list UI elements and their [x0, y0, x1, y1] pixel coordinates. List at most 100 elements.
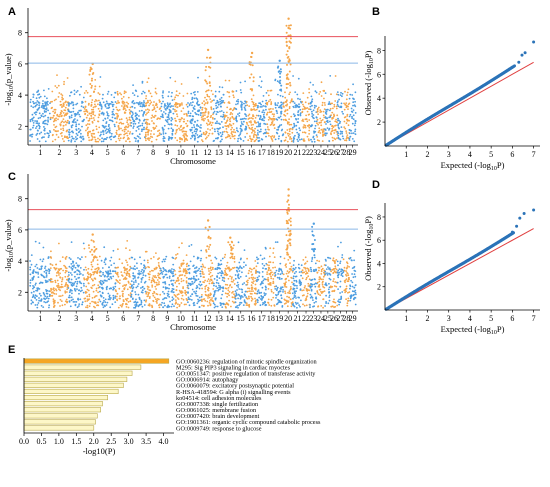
snp-point — [101, 280, 104, 283]
snp-point — [43, 95, 46, 98]
snp-point — [292, 269, 294, 272]
snp-point — [327, 108, 329, 111]
snp-point — [231, 90, 234, 93]
snp-point — [77, 298, 79, 301]
snp-point — [229, 137, 232, 140]
snp-point — [132, 277, 135, 280]
snp-point — [244, 136, 247, 138]
snp-point — [152, 292, 154, 295]
snp-point — [311, 98, 314, 101]
snp-point — [226, 124, 229, 127]
snp-point — [162, 131, 165, 133]
chromosome-label: 14 — [226, 148, 234, 157]
snp-point — [201, 112, 204, 114]
snp-point — [59, 305, 61, 307]
snp-point — [290, 305, 293, 308]
snp-point — [157, 272, 160, 275]
snp-point — [92, 279, 94, 282]
snp-point — [301, 100, 304, 103]
snp-point — [167, 95, 170, 98]
snp-point — [177, 293, 180, 295]
peak-point — [91, 77, 93, 80]
snp-point — [61, 294, 64, 297]
peak-point — [287, 230, 290, 233]
snp-point — [250, 299, 253, 302]
snp-point — [68, 117, 71, 119]
snp-point — [269, 269, 272, 272]
snp-point — [196, 101, 199, 104]
snp-point — [293, 102, 296, 104]
snp-point — [61, 94, 64, 97]
snp-point — [122, 295, 124, 298]
peak-point — [289, 220, 292, 223]
peak-point — [289, 81, 291, 84]
snp-point — [277, 301, 280, 304]
snp-point — [258, 292, 261, 295]
snp-point — [251, 138, 254, 141]
snp-point — [83, 110, 86, 113]
snp-point — [344, 90, 346, 93]
snp-point — [195, 275, 198, 277]
snp-point — [289, 91, 291, 94]
snp-point — [57, 268, 60, 271]
snp-point — [97, 103, 99, 106]
snp-point — [317, 293, 320, 296]
snp-point — [232, 281, 234, 283]
snp-point — [138, 101, 141, 104]
snp-point — [89, 95, 92, 97]
snp-point — [62, 118, 65, 120]
snp-point — [204, 299, 207, 302]
snp-point — [211, 132, 214, 135]
snp-point — [229, 120, 232, 123]
snp-point — [139, 137, 142, 140]
snp-point — [118, 118, 121, 121]
snp-point — [130, 122, 133, 124]
snp-point — [332, 272, 335, 274]
snp-point — [230, 305, 232, 308]
snp-point — [87, 299, 90, 301]
snp-point — [311, 115, 314, 118]
snp-point — [180, 263, 183, 265]
snp-point — [57, 96, 60, 98]
peak-point — [287, 199, 290, 202]
snp-point — [336, 101, 339, 104]
snp-point — [256, 262, 259, 264]
snp-point — [138, 303, 141, 306]
snp-point — [181, 242, 183, 245]
snp-point — [270, 277, 273, 280]
snp-point — [264, 128, 267, 131]
snp-point — [49, 118, 52, 121]
snp-point — [178, 103, 180, 105]
snp-point — [161, 301, 164, 304]
snp-point — [149, 99, 152, 102]
snp-point — [270, 298, 273, 301]
snp-point — [224, 122, 227, 124]
snp-point — [240, 121, 243, 123]
snp-point — [290, 137, 293, 140]
snp-point — [303, 124, 305, 126]
snp-point — [276, 80, 279, 83]
peak-point — [227, 241, 230, 244]
peak-point — [93, 246, 96, 248]
snp-point — [46, 295, 49, 298]
chromosome-label: 9 — [165, 148, 169, 157]
snp-point — [120, 271, 123, 273]
snp-point — [231, 133, 234, 136]
peak-point — [285, 53, 288, 56]
snp-point — [237, 100, 240, 103]
snp-point — [128, 116, 131, 119]
snp-point — [40, 114, 43, 117]
peak-point — [206, 82, 209, 85]
snp-point — [305, 276, 308, 279]
snp-point — [279, 273, 282, 276]
snp-point — [213, 284, 215, 287]
snp-point — [126, 297, 129, 300]
snp-point — [288, 296, 290, 299]
snp-point — [308, 108, 310, 110]
snp-point — [91, 265, 94, 268]
snp-point — [88, 136, 90, 139]
snp-point — [290, 123, 293, 126]
snp-point — [233, 256, 236, 258]
snp-point — [250, 295, 253, 298]
snp-point — [303, 271, 306, 274]
